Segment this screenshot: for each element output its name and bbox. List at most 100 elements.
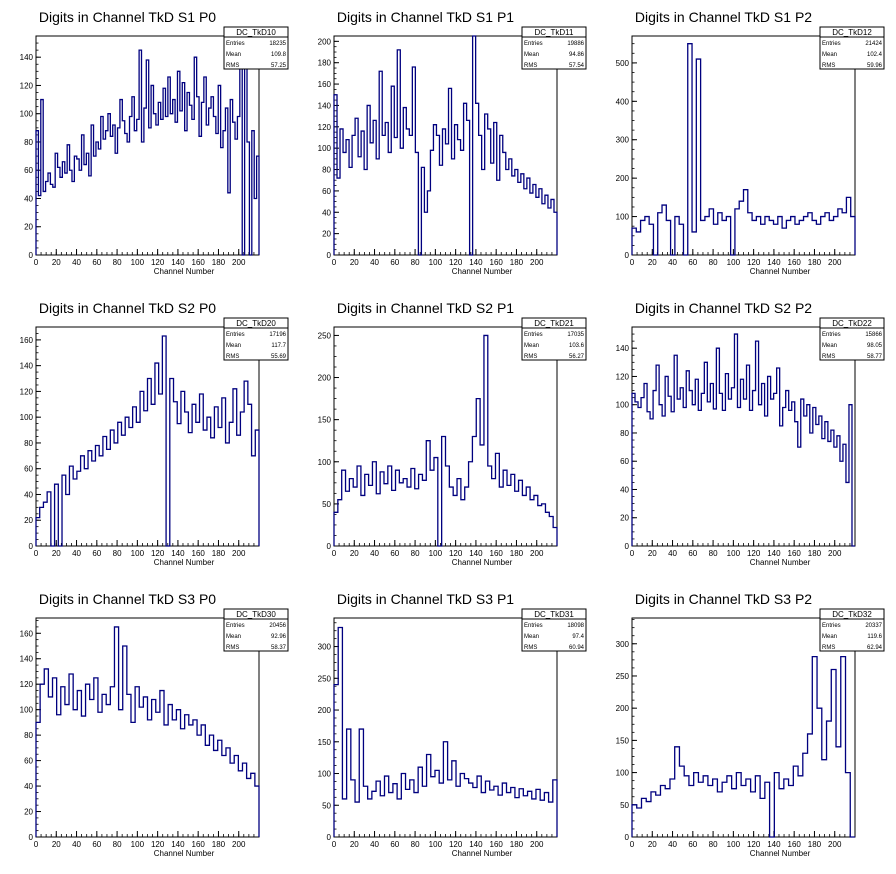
x-tick-label: 200 — [828, 840, 842, 849]
stats-value: 92.96 — [271, 634, 287, 640]
y-tick-label: 250 — [318, 331, 332, 340]
y-tick-label: 50 — [322, 801, 331, 810]
x-axis-title: Channel Number — [452, 849, 513, 858]
x-tick-label: 40 — [668, 549, 677, 558]
x-tick-label: 0 — [332, 258, 337, 267]
x-tick-label: 60 — [390, 258, 399, 267]
chart-title: Digits in Channel TkD S2 P0 — [39, 300, 216, 316]
y-tick-label: 140 — [318, 101, 332, 110]
x-tick-label: 0 — [630, 840, 635, 849]
stats-name: DC_TkD30 — [236, 610, 276, 619]
y-tick-label: 20 — [620, 514, 629, 523]
x-axis-title: Channel Number — [154, 267, 215, 276]
x-tick-label: 60 — [390, 549, 399, 558]
y-tick-label: 120 — [20, 387, 34, 396]
stats-name: DC_TkD11 — [535, 28, 575, 37]
x-tick-label: 80 — [411, 840, 420, 849]
stats-box: DC_TkD21 Entries 17035 Mean 103.6 RMS 56.27 — [521, 317, 587, 361]
y-tick-label: 80 — [24, 138, 33, 147]
x-tick-label: 140 — [469, 549, 483, 558]
x-tick-label: 60 — [688, 258, 697, 267]
x-tick-label: 20 — [52, 258, 61, 267]
x-tick-label: 140 — [171, 840, 185, 849]
histogram-svg: Digits in Channel TkD S3 P20501001502002… — [616, 591, 885, 858]
x-tick-label: 180 — [510, 258, 524, 267]
stats-label: Entries — [226, 623, 245, 629]
stats-label: Entries — [524, 332, 543, 338]
y-tick-label: 100 — [318, 458, 332, 467]
x-tick-label: 160 — [490, 840, 504, 849]
x-tick-label: 200 — [232, 258, 246, 267]
x-tick-label: 200 — [828, 549, 842, 558]
stats-label: Mean — [822, 52, 837, 58]
stats-value: 17196 — [269, 332, 286, 338]
y-tick-label: 200 — [616, 174, 630, 183]
x-tick-label: 180 — [510, 549, 524, 558]
histogram-line — [35, 42, 260, 256]
x-tick-label: 20 — [648, 549, 657, 558]
y-tick-label: 0 — [625, 251, 630, 260]
x-tick-label: 140 — [767, 840, 781, 849]
x-tick-label: 100 — [131, 549, 145, 558]
stats-value: 60.94 — [569, 645, 585, 651]
x-tick-label: 0 — [34, 549, 39, 558]
x-tick-label: 120 — [151, 258, 165, 267]
stats-box: DC_TkD32 Entries 20337 Mean 119.6 RMS 62.94 — [819, 608, 885, 652]
stats-label: RMS — [524, 354, 537, 360]
stats-label: RMS — [822, 354, 835, 360]
x-tick-label: 160 — [788, 258, 802, 267]
stats-label: RMS — [226, 354, 239, 360]
histogram-svg: Digits in Channel TkD S2 P10501001502002… — [318, 300, 587, 567]
histogram-pad: Digits in Channel TkD S3 P1 0 50 100 150 200 2… — [298, 582, 596, 873]
stats-value: 58.37 — [271, 645, 287, 651]
x-tick-label: 60 — [688, 549, 697, 558]
x-tick-label: 40 — [370, 258, 379, 267]
y-tick-label: 250 — [616, 672, 630, 681]
stats-name: DC_TkD31 — [534, 610, 574, 619]
y-tick-label: 20 — [24, 516, 33, 525]
histogram-pad: Digits in Channel TkD S2 P2 0 20 40 60 80 100 1… — [596, 291, 894, 582]
stats-value: 19886 — [567, 41, 584, 47]
stats-value: 57.25 — [271, 63, 287, 69]
x-tick-label: 0 — [34, 840, 39, 849]
x-tick-label: 80 — [113, 258, 122, 267]
histogram-svg: Digits in Channel TkD S2 P0 0 20 40 60 80 100 1… — [20, 300, 289, 567]
x-axis-title: Channel Number — [750, 558, 811, 567]
y-tick-label: 80 — [24, 439, 33, 448]
x-tick-label: 100 — [429, 840, 443, 849]
y-tick-label: 150 — [616, 736, 630, 745]
x-tick-label: 100 — [429, 549, 443, 558]
x-tick-label: 200 — [530, 258, 544, 267]
x-tick-label: 120 — [449, 840, 463, 849]
stats-label: Entries — [226, 41, 245, 47]
x-tick-label: 0 — [630, 258, 635, 267]
y-tick-label: 100 — [318, 144, 332, 153]
stats-value: 17035 — [567, 332, 584, 338]
y-tick-label: 100 — [20, 110, 34, 119]
y-tick-label: 0 — [327, 251, 332, 260]
x-tick-label: 180 — [808, 258, 822, 267]
histogram-pad: Digits in Channel TkD S3 P2 0 50 100 150 200 2… — [596, 582, 894, 873]
x-tick-label: 100 — [429, 258, 443, 267]
stats-name: DC_TkD12 — [832, 28, 872, 37]
y-tick-label: 160 — [20, 629, 34, 638]
x-tick-label: 0 — [630, 549, 635, 558]
histogram-line — [35, 335, 260, 547]
y-tick-label: 60 — [24, 465, 33, 474]
x-tick-label: 20 — [52, 549, 61, 558]
x-tick-label: 180 — [808, 549, 822, 558]
x-tick-label: 160 — [192, 549, 206, 558]
stats-value: 15866 — [865, 332, 882, 338]
x-tick-label: 200 — [232, 549, 246, 558]
x-axis-title: Channel Number — [452, 558, 513, 567]
histogram-line — [631, 655, 855, 838]
stats-name: DC_TkD21 — [534, 319, 574, 328]
x-tick-label: 80 — [709, 840, 718, 849]
x-tick-label: 180 — [510, 840, 524, 849]
stats-value: 97.4 — [572, 634, 584, 640]
y-tick-label: 140 — [616, 344, 630, 353]
stats-label: Mean — [524, 634, 539, 640]
histogram-line — [35, 626, 260, 837]
x-tick-label: 80 — [709, 549, 718, 558]
x-axis-title: Channel Number — [750, 849, 811, 858]
